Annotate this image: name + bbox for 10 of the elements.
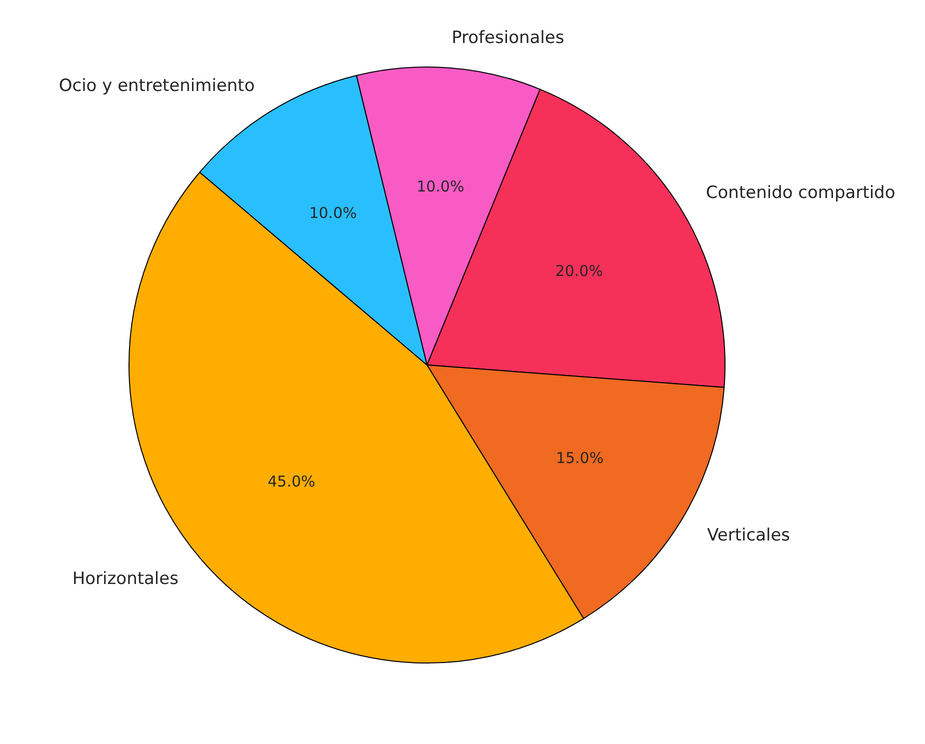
data-label: 10.0% — [309, 204, 357, 222]
slice-label: Verticales — [707, 525, 790, 546]
slice-label: Profesionales — [452, 28, 564, 48]
data-label: 45.0% — [268, 472, 316, 491]
data-label: 15.0% — [556, 448, 604, 467]
data-label: 20.0% — [555, 262, 603, 280]
slice-label: Contenido compartido — [706, 182, 896, 203]
slice-label: Ocio y entretenimiento — [58, 76, 255, 96]
slice-label: Horizontales — [72, 568, 179, 589]
data-label: 10.0% — [416, 178, 464, 196]
